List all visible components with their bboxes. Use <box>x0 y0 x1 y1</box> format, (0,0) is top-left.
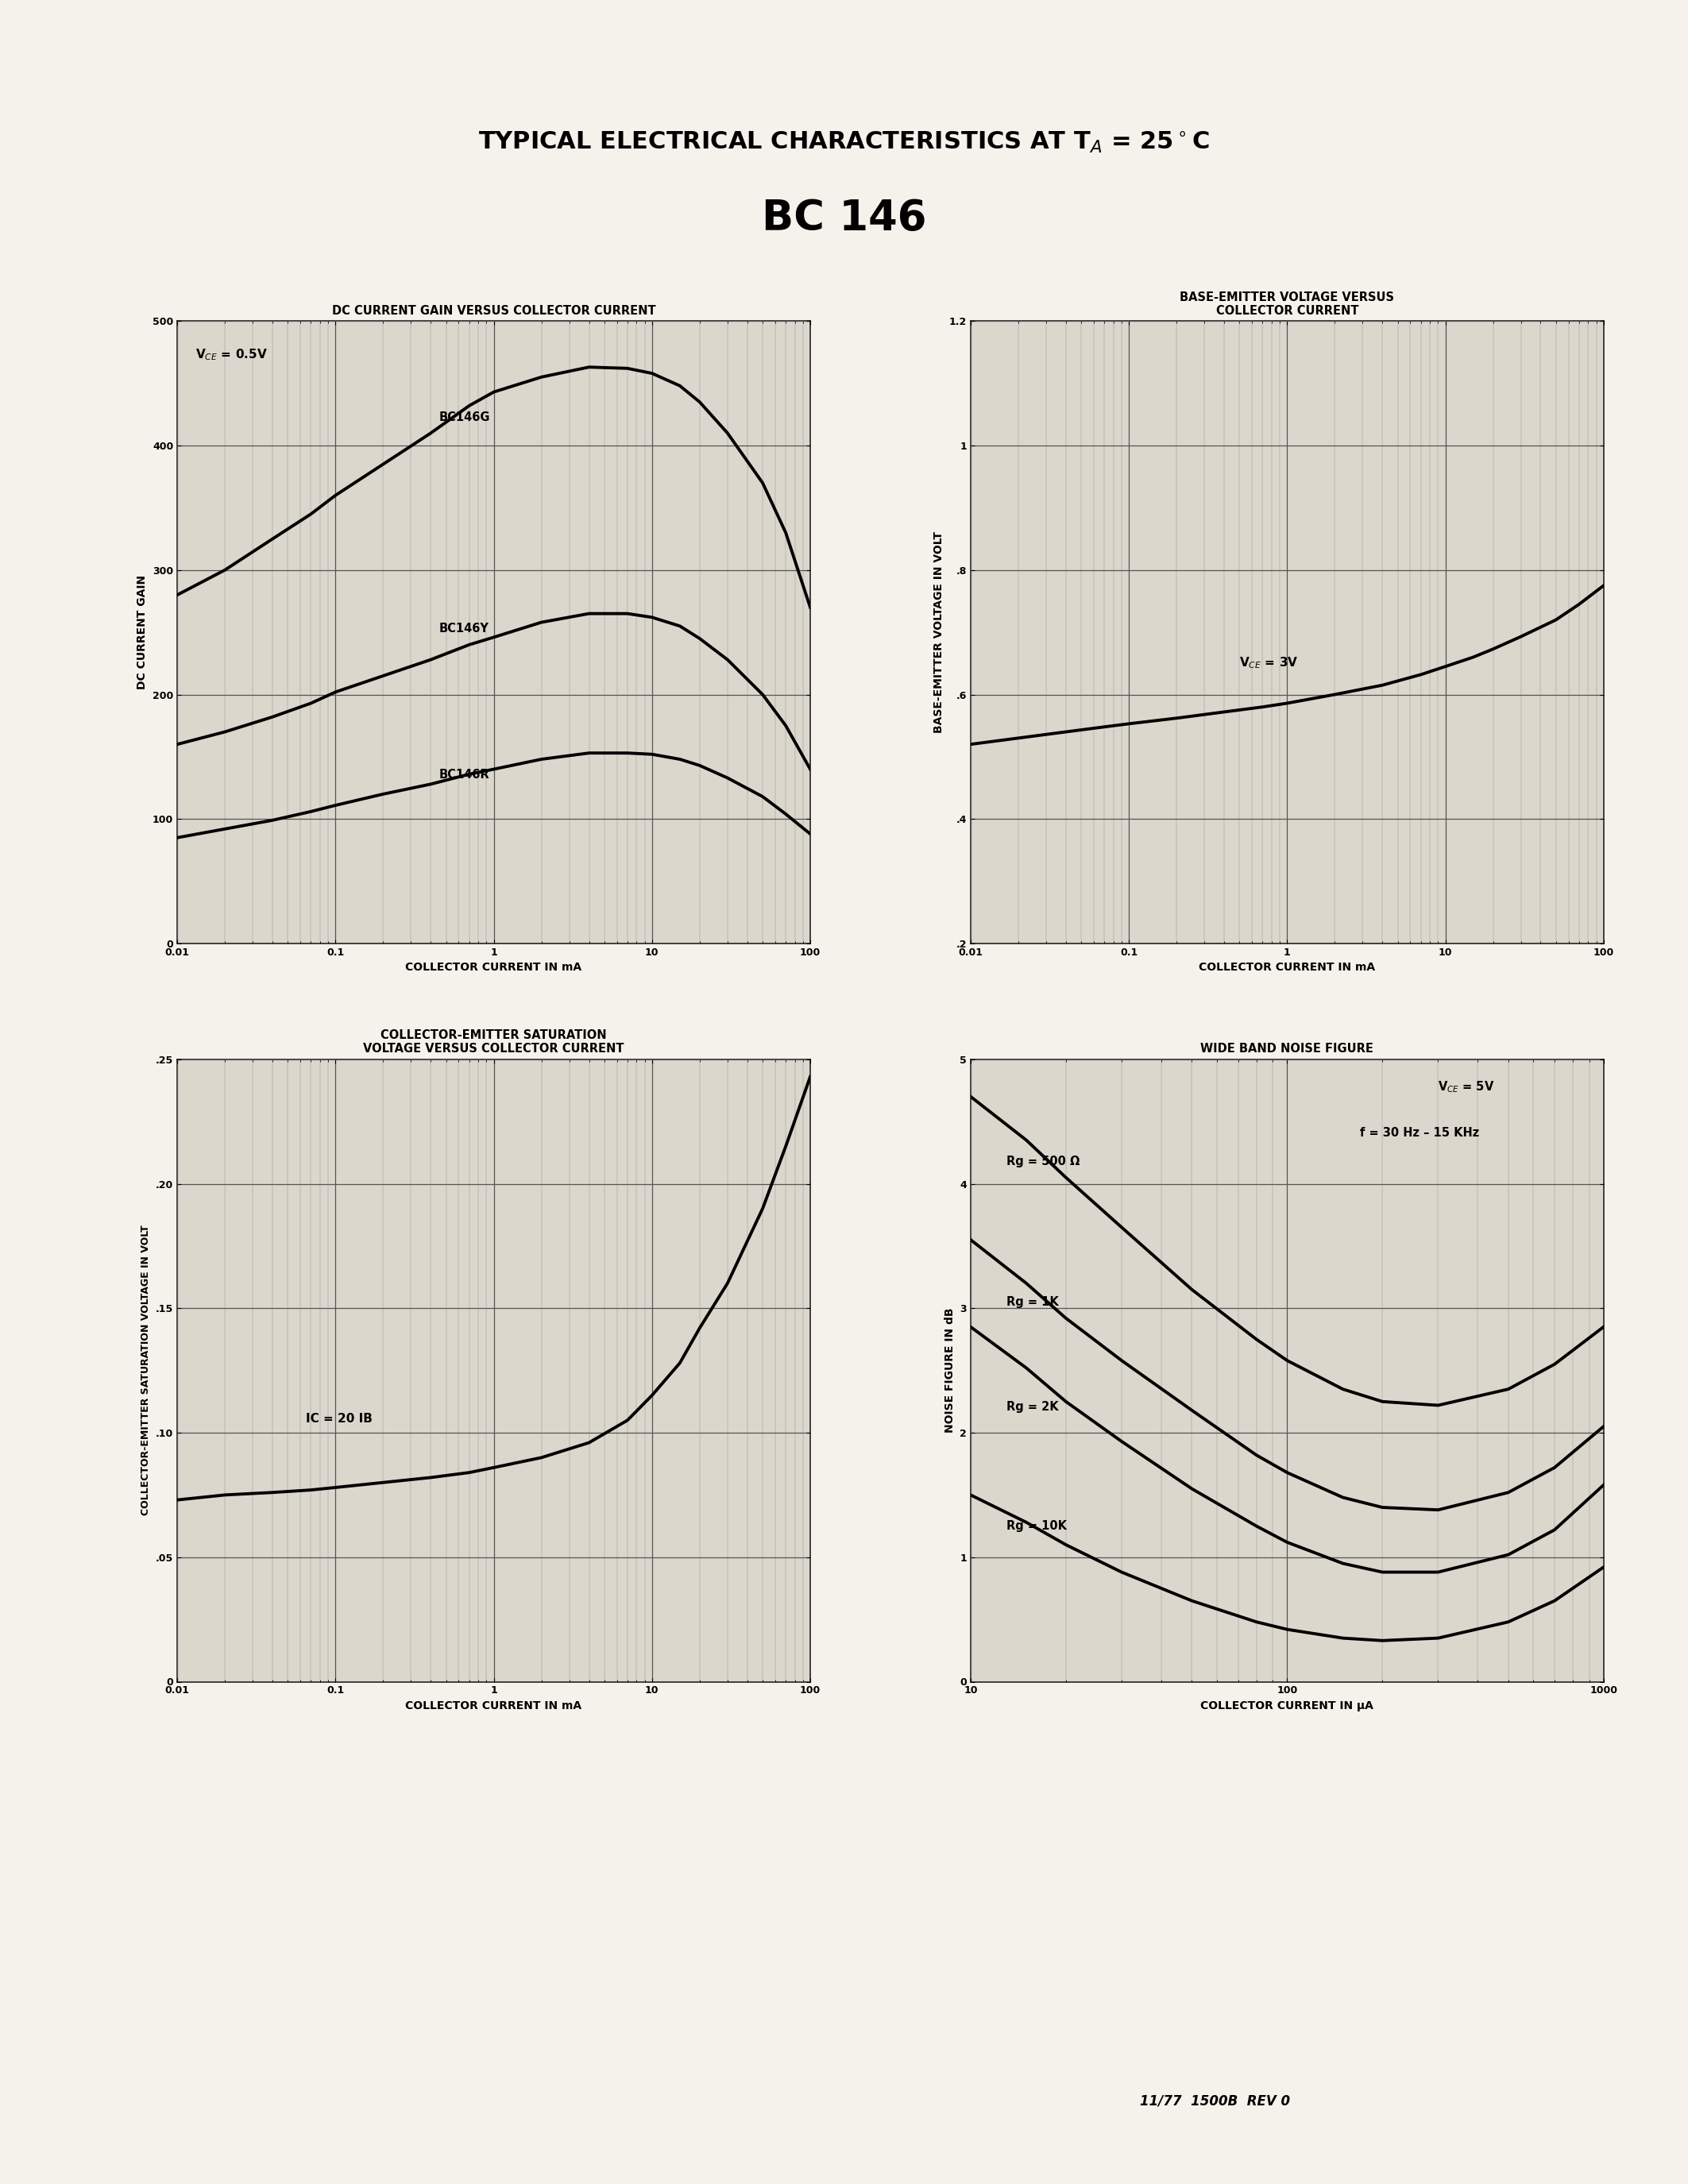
Title: BASE-EMITTER VOLTAGE VERSUS
COLLECTOR CURRENT: BASE-EMITTER VOLTAGE VERSUS COLLECTOR CU… <box>1180 290 1394 317</box>
Text: Rg = 10K: Rg = 10K <box>1006 1520 1067 1533</box>
Text: V$_{CE}$ = 3V: V$_{CE}$ = 3V <box>1239 655 1298 670</box>
Text: V$_{CE}$ = 5V: V$_{CE}$ = 5V <box>1438 1079 1496 1094</box>
X-axis label: COLLECTOR CURRENT IN mA: COLLECTOR CURRENT IN mA <box>405 1701 582 1712</box>
Title: WIDE BAND NOISE FIGURE: WIDE BAND NOISE FIGURE <box>1200 1044 1374 1055</box>
Text: IC = 20 IB: IC = 20 IB <box>306 1413 373 1426</box>
Text: f = 30 Hz – 15 KHz: f = 30 Hz – 15 KHz <box>1361 1127 1479 1138</box>
Text: Rg = 2K: Rg = 2K <box>1006 1400 1058 1413</box>
Y-axis label: COLLECTOR-EMITTER SATURATION VOLTAGE IN VOLT: COLLECTOR-EMITTER SATURATION VOLTAGE IN … <box>142 1225 152 1516</box>
Text: BC146R: BC146R <box>439 769 490 780</box>
X-axis label: COLLECTOR CURRENT IN mA: COLLECTOR CURRENT IN mA <box>1198 963 1376 974</box>
Text: BC146Y: BC146Y <box>439 622 490 636</box>
Title: DC CURRENT GAIN VERSUS COLLECTOR CURRENT: DC CURRENT GAIN VERSUS COLLECTOR CURRENT <box>333 306 655 317</box>
Text: Rg = 1K: Rg = 1K <box>1006 1295 1058 1308</box>
Text: V$_{CE}$ = 0.5V: V$_{CE}$ = 0.5V <box>196 347 267 363</box>
Text: 11/77  1500B  REV 0: 11/77 1500B REV 0 <box>1141 2094 1291 2108</box>
Title: COLLECTOR-EMITTER SATURATION
VOLTAGE VERSUS COLLECTOR CURRENT: COLLECTOR-EMITTER SATURATION VOLTAGE VER… <box>363 1029 625 1055</box>
Text: Rg = 500 Ω: Rg = 500 Ω <box>1006 1155 1080 1168</box>
Y-axis label: NOISE FIGURE IN dB: NOISE FIGURE IN dB <box>944 1308 955 1433</box>
Text: BC 146: BC 146 <box>761 199 927 238</box>
Text: TYPICAL ELECTRICAL CHARACTERISTICS AT T$_A$ = 25$^\circ$C: TYPICAL ELECTRICAL CHARACTERISTICS AT T$… <box>478 129 1210 155</box>
X-axis label: COLLECTOR CURRENT IN mA: COLLECTOR CURRENT IN mA <box>405 963 582 974</box>
X-axis label: COLLECTOR CURRENT IN μA: COLLECTOR CURRENT IN μA <box>1200 1701 1374 1712</box>
Text: BC146G: BC146G <box>439 411 490 424</box>
Y-axis label: BASE-EMITTER VOLTAGE IN VOLT: BASE-EMITTER VOLTAGE IN VOLT <box>933 531 945 734</box>
Y-axis label: DC CURRENT GAIN: DC CURRENT GAIN <box>137 574 149 690</box>
